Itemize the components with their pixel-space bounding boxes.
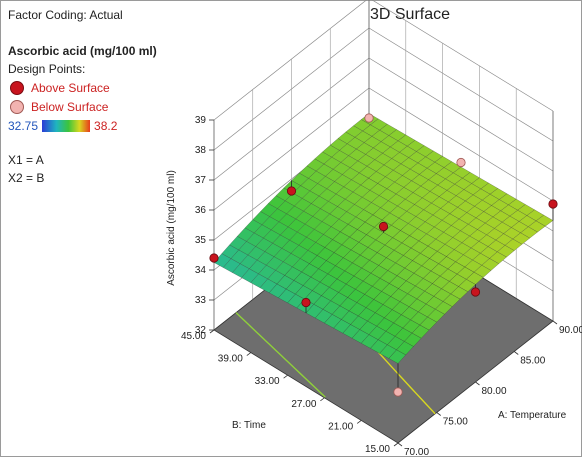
design-point-above [209,253,219,263]
z-axis-label: Ascorbic acid (mg/100 ml) [166,170,177,286]
y-tick-label: 15.00 [365,444,390,455]
design-point-below [364,113,374,123]
response-surface [213,113,554,364]
below-surface-marker-icon [10,100,24,114]
y-tick-label: 21.00 [328,421,353,432]
x-tick-label: 90.00 [559,325,582,336]
x-tick-label: 70.00 [404,447,429,457]
y-axis-label: B: Time [232,420,266,431]
z-tick-label: 38 [195,145,207,156]
color-scale-max: 38.2 [94,119,118,133]
design-point-above [286,186,297,196]
x-tick [397,442,403,447]
above-surface-label: Above Surface [31,81,110,95]
z-tick-label: 33 [195,295,207,306]
info-panel: Factor Coding: Actual Ascorbic acid (mg/… [8,8,178,185]
below-surface-label: Below Surface [31,100,109,114]
x-axis: 70.00 75.00 80.00 85.00 90.00 A: Temperature [397,320,582,457]
wall-grid-line [213,0,554,121]
design-point-above [301,297,311,308]
color-scale: 32.75 38.2 [8,119,178,133]
design-point-above [548,199,558,209]
y-tick-label: 27.00 [291,399,316,410]
x-tick [475,381,480,386]
y-tick-label: 45.00 [181,331,206,342]
y-axis: 15.00 21.00 27.00 33.00 39.00 45.00 B: Time [181,329,399,455]
z-tick-label: 32 [195,325,207,336]
y-tick [393,442,399,447]
chart-title: 3D Surface [369,6,451,23]
y-tick [356,420,362,424]
color-scale-min: 32.75 [8,119,39,133]
x-tick-label: 85.00 [520,356,545,367]
factor-coding-label: Factor Coding: Actual [8,8,123,22]
z-tick-label: 37 [195,175,207,186]
design-points-title: Design Points: [8,62,86,76]
y-tick [246,352,252,356]
legend-above-surface: Above Surface [10,81,178,95]
x-tick-label: 75.00 [443,417,468,428]
legend-below-surface: Below Surface [10,100,178,114]
floor-contour-line [235,312,326,398]
above-surface-marker-icon [10,81,24,95]
z-tick-label: 39 [195,115,207,126]
z-tick-label: 36 [195,205,207,216]
x-tick [436,412,441,416]
y-tick [283,374,288,379]
z-tick-label: 35 [195,235,207,246]
color-gradient [42,120,91,132]
y-tick [209,329,215,334]
z-tick-label: 34 [195,265,207,276]
factor-x2: X2 = B [8,171,45,185]
design-point-above [378,221,389,232]
surface-cell [388,349,406,364]
response-name: Ascorbic acid (mg/100 ml) [8,44,157,58]
x-axis-label: A: Temperature [498,410,567,421]
design-point-below [456,157,466,168]
x-tick [514,351,519,355]
y-tick-label: 39.00 [218,354,243,365]
design-point-above [470,287,481,297]
factor-x1: X1 = A [8,153,44,167]
z-axis: 32 33 34 35 36 37 38 39 Ascorbic acid (mg/100 ml… [166,115,214,336]
design-points [209,113,558,397]
design-point-below [393,387,403,397]
x-tick [552,320,558,325]
y-tick-label: 33.00 [255,376,280,387]
x-tick-label: 80.00 [482,386,507,397]
y-tick [320,397,325,402]
